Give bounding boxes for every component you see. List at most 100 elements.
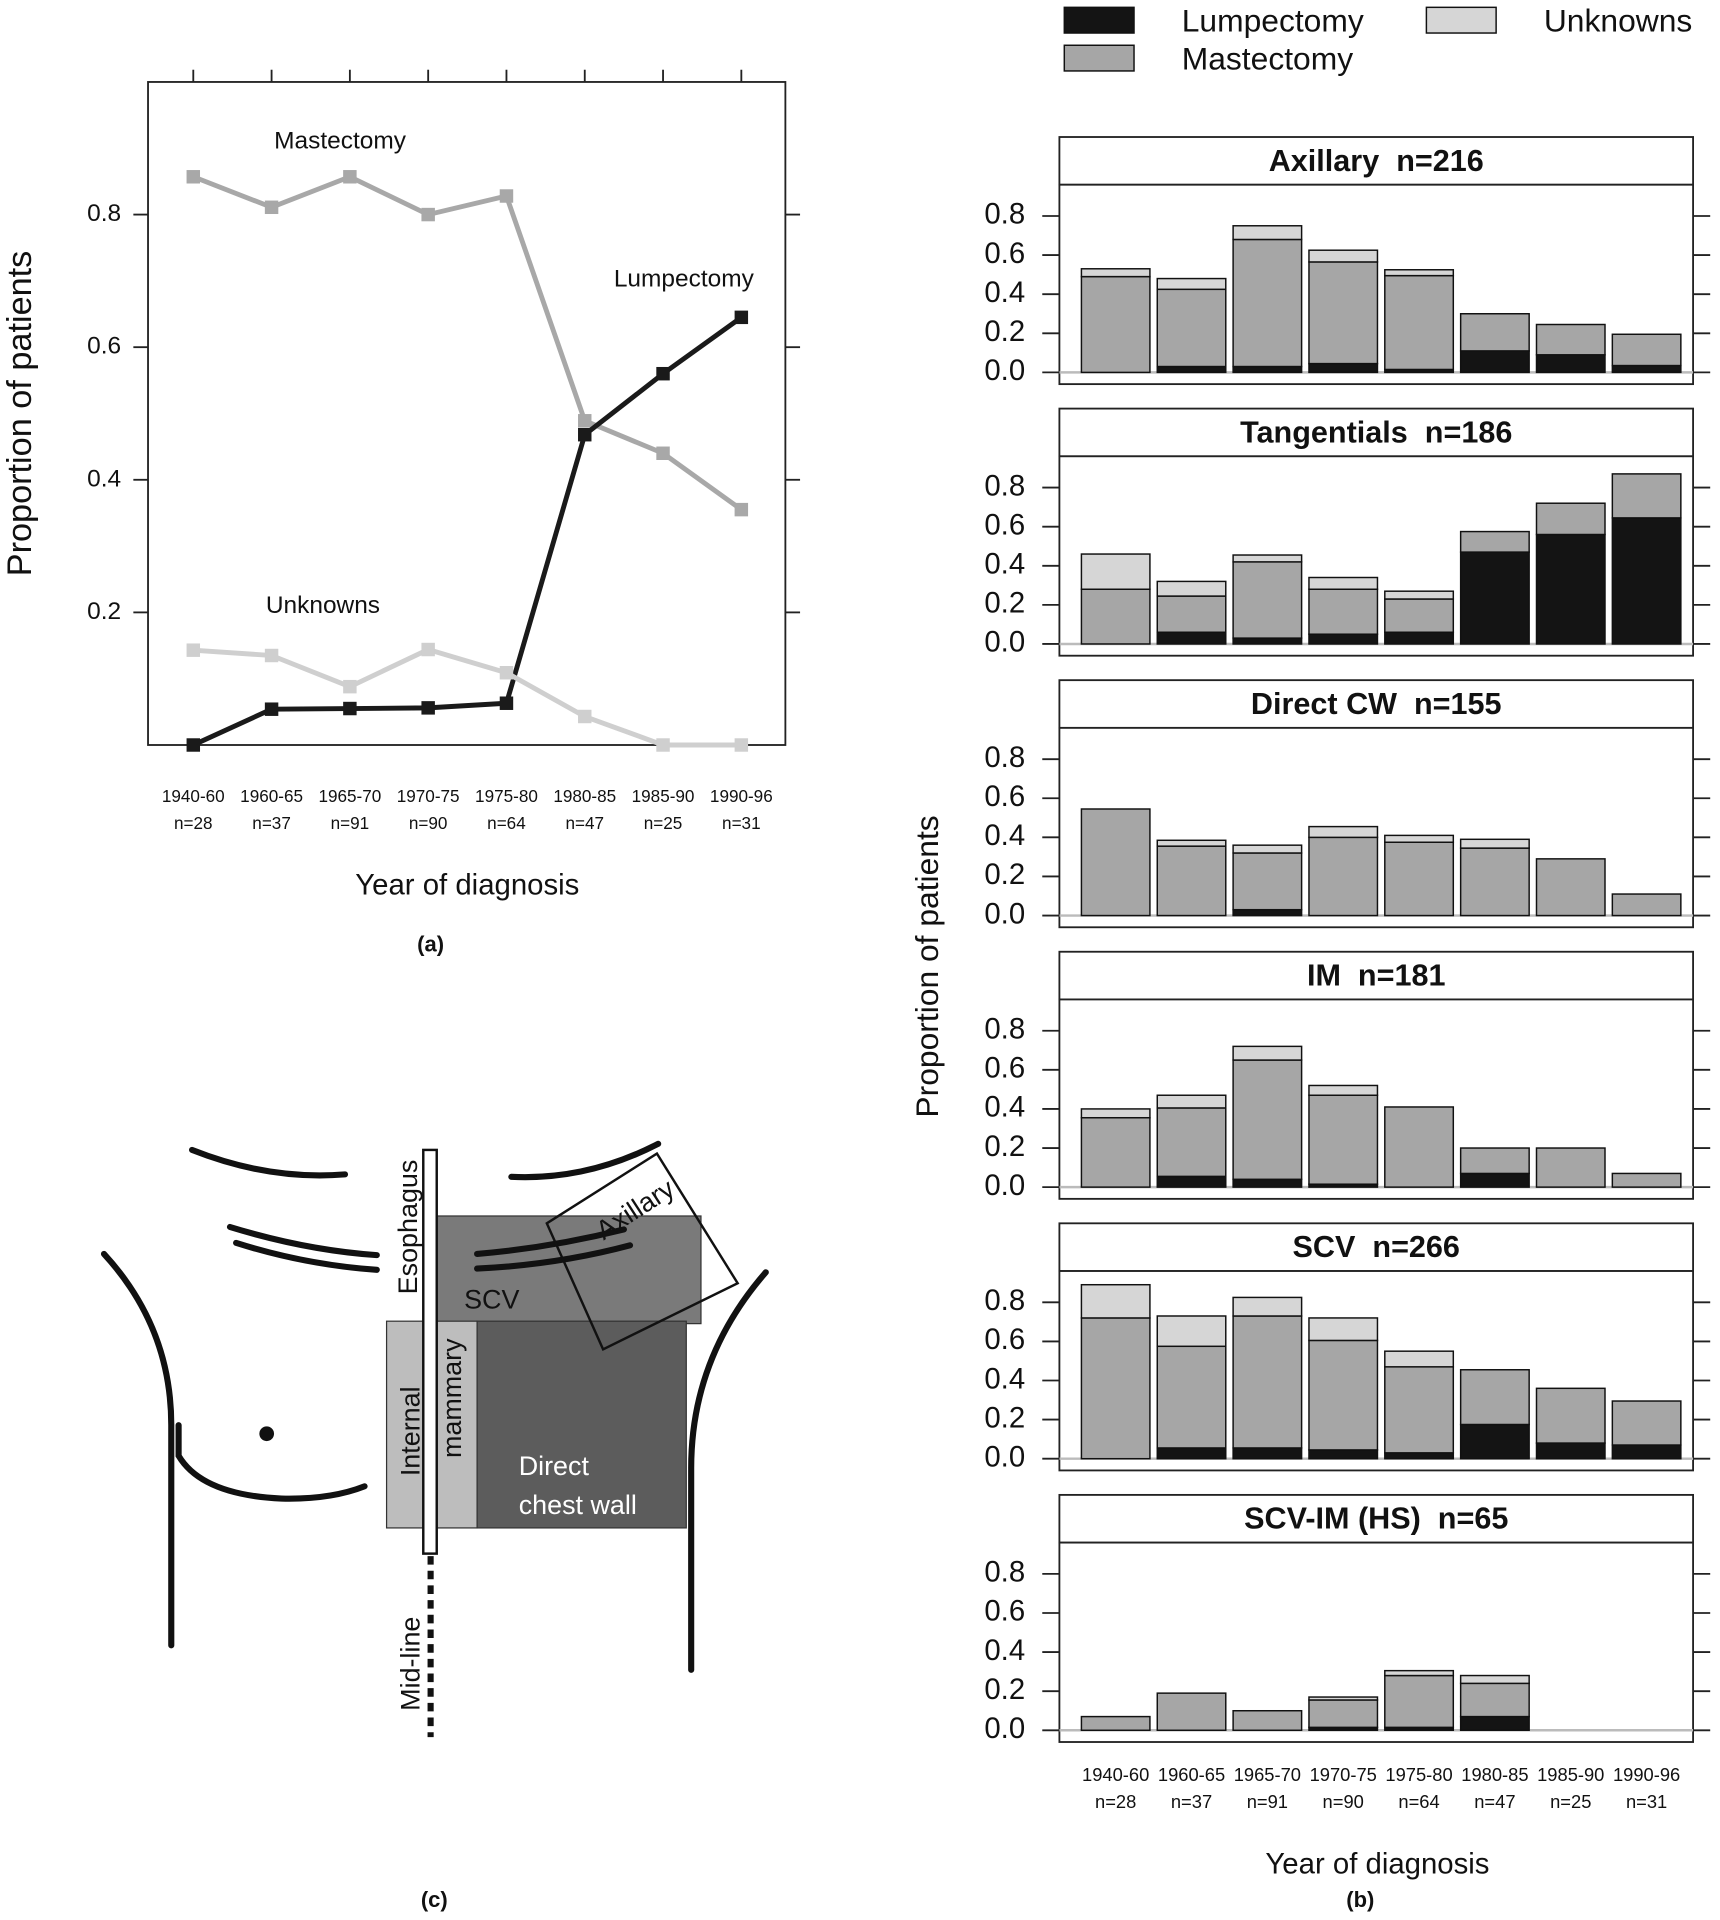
diagram-label: SCV xyxy=(464,1285,519,1315)
x-tick-sublabel: n=64 xyxy=(1398,1791,1439,1812)
bar-segment xyxy=(1156,580,1227,597)
bar-segment xyxy=(1459,1147,1530,1175)
bar-segment xyxy=(1156,277,1227,291)
chest-wall-field xyxy=(476,1320,687,1529)
bar-segment xyxy=(1308,1339,1379,1451)
y-tick-label: 0.2 xyxy=(87,598,121,625)
x-tick-sublabel: n=25 xyxy=(644,814,683,833)
bar-segment xyxy=(1308,825,1379,839)
bar-segment xyxy=(1384,834,1455,843)
x-tick-label: 1940-60 xyxy=(1082,1764,1149,1785)
y-tick-label: 0.2 xyxy=(984,1673,1025,1706)
bar-segment xyxy=(1232,1447,1303,1460)
bar-segment xyxy=(1232,365,1303,374)
series-label: Lumpectomy xyxy=(614,266,755,293)
bar-segment xyxy=(1384,1452,1455,1460)
bar-segment xyxy=(1611,1444,1682,1460)
bar-segment xyxy=(1384,1366,1455,1454)
bar-segment xyxy=(1459,350,1530,374)
x-tick-label: 1990-96 xyxy=(710,787,773,806)
bar-segment xyxy=(1232,1059,1303,1181)
series-label: Unknowns xyxy=(266,592,380,619)
bar-segment xyxy=(1308,836,1379,917)
bar-segment xyxy=(1308,1094,1379,1185)
bar-segment xyxy=(1232,1045,1303,1061)
bar-segment xyxy=(1384,1106,1455,1188)
x-tick-sublabel: n=31 xyxy=(722,814,761,833)
x-tick-sublabel: n=31 xyxy=(1626,1791,1667,1812)
x-tick-label: 1965-70 xyxy=(1234,1764,1301,1785)
shoulder-arc xyxy=(189,1146,349,1179)
x-tick-sublabel: n=28 xyxy=(174,814,213,833)
bar-segment xyxy=(1384,1674,1455,1729)
y-tick-label: 0.8 xyxy=(87,200,121,227)
bar-segment xyxy=(1080,275,1151,374)
bar-segment xyxy=(1080,588,1151,645)
bar-segment xyxy=(1308,249,1379,263)
bar-segment xyxy=(1611,1172,1682,1188)
bar-segment xyxy=(1156,631,1227,645)
bar-segment xyxy=(1080,553,1151,590)
bar-segment xyxy=(1080,1116,1151,1188)
point xyxy=(186,170,201,184)
bar-segment xyxy=(1080,1715,1151,1732)
bar-segment xyxy=(1232,238,1303,368)
bar-segment xyxy=(1080,268,1151,278)
bar-segment xyxy=(1308,1449,1379,1460)
point xyxy=(264,648,279,663)
bar-segment xyxy=(1535,1387,1606,1444)
bar-segment xyxy=(1459,313,1530,352)
y-tick-label: 0.0 xyxy=(984,1712,1025,1745)
bar-segment xyxy=(1611,333,1682,367)
body-outline xyxy=(688,1269,769,1673)
x-tick-sublabel: n=90 xyxy=(409,814,448,833)
panel-title: SCV n=266 xyxy=(1293,1230,1460,1264)
legend-swatch xyxy=(1063,6,1135,34)
x-tick-sublabel: n=91 xyxy=(331,814,370,833)
y-tick-label: 0.8 xyxy=(984,1556,1025,1589)
x-tick-label: 1985-90 xyxy=(1537,1764,1604,1785)
diagram-label: chest wall xyxy=(519,1490,637,1520)
bar-segment xyxy=(1232,844,1303,854)
diagram-label: Esophagus xyxy=(393,1160,423,1295)
x-tick-label: 1960-65 xyxy=(1158,1764,1225,1785)
bar-segment xyxy=(1384,631,1455,645)
bar-segment xyxy=(1308,1699,1379,1729)
bar-segment xyxy=(1308,1317,1379,1342)
x-tick-sublabel: n=91 xyxy=(1247,1791,1288,1812)
series-label: Mastectomy xyxy=(274,127,407,154)
bar-segment xyxy=(1156,1107,1227,1178)
point xyxy=(578,427,592,442)
point xyxy=(264,702,279,716)
diagram-label: Mid-line xyxy=(395,1617,425,1711)
esophagus xyxy=(422,1148,438,1555)
x-tick-sublabel: n=28 xyxy=(1095,1791,1136,1812)
y-tick-label: 0.2 xyxy=(984,1130,1025,1163)
point xyxy=(186,643,201,657)
bar-segment xyxy=(1080,1317,1151,1460)
clavicle xyxy=(233,1239,380,1273)
point xyxy=(734,502,749,517)
diagram-label: Internal xyxy=(395,1386,425,1476)
bar-segment xyxy=(1156,1692,1227,1732)
diagram-label: mammary xyxy=(437,1338,467,1458)
bar-segment xyxy=(1459,1682,1530,1718)
legend-label: Mastectomy xyxy=(1182,41,1353,77)
bar-segment xyxy=(1384,1669,1455,1677)
strip xyxy=(1058,1493,1694,1544)
caption: (b) xyxy=(1346,1887,1374,1912)
point xyxy=(499,666,514,680)
bar-segment xyxy=(1308,588,1379,635)
point xyxy=(499,189,514,203)
panel-title: IM n=181 xyxy=(1307,959,1446,993)
point xyxy=(656,366,670,381)
x-tick-label: 1980-85 xyxy=(553,787,616,806)
series-line xyxy=(193,646,742,748)
y-tick-label: 0.0 xyxy=(984,897,1025,930)
y-tick-label: 0.0 xyxy=(984,1440,1025,1473)
bar-segment xyxy=(1459,847,1530,917)
strip xyxy=(1058,136,1694,186)
y-tick-label: 0.6 xyxy=(984,1595,1025,1628)
point xyxy=(578,414,592,428)
